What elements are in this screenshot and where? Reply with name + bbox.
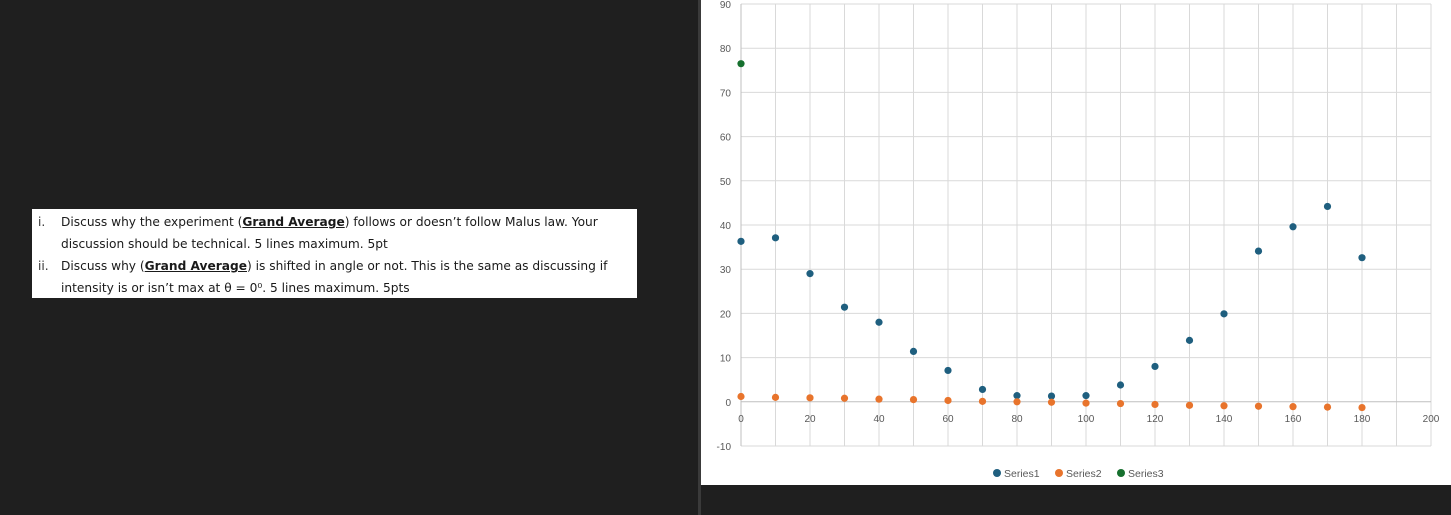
- question-item: i. Discuss why the experiment (Grand Aver…: [38, 211, 629, 255]
- data-point-series2: [1289, 403, 1297, 411]
- y-tick-label: 50: [720, 177, 732, 188]
- axes: -10 0 10 20 30 40 50 60 70 80 90 0 20 40 60 80 100 120 140…: [717, 0, 1440, 453]
- data-point-series2: [840, 394, 849, 402]
- question-emphasis: Grand Average: [144, 259, 247, 273]
- y-tick-label: 20: [720, 309, 732, 320]
- question-item: ii. Discuss why (Grand Average) is shifte…: [38, 255, 629, 299]
- y-tick-label: 40: [720, 221, 732, 232]
- legend-label: Series1: [1004, 468, 1040, 480]
- data-point-series1: [1047, 392, 1056, 400]
- data-point-series1: [1254, 247, 1263, 255]
- question-text-end: ) follows or doesn’t follow Malus law. Y…: [61, 215, 598, 251]
- y-tick-label: 70: [720, 88, 732, 99]
- data-point-series1: [909, 347, 918, 356]
- y-tick-label: 60: [720, 133, 732, 144]
- document-panel: i. Discuss why the experiment (Grand Aver…: [0, 0, 699, 515]
- data-point-series2: [1358, 403, 1366, 412]
- data-point-series2: [1254, 402, 1263, 410]
- question-text: Discuss why the experiment (Grand Averag…: [61, 211, 629, 255]
- data-point-series2: [771, 393, 780, 401]
- x-tick-label: 0: [738, 414, 744, 425]
- data-point-series1: [1151, 362, 1159, 371]
- legend-marker-series1: [993, 469, 1001, 477]
- question-number: i.: [38, 215, 46, 229]
- data-point-series1: [1185, 336, 1194, 344]
- x-tick-label: 140: [1216, 414, 1233, 425]
- data-point-series2: [875, 395, 883, 403]
- scatter-chart: -10 0 10 20 30 40 50 60 70 80 90 0 20 40 60 80 100 120 140…: [717, 0, 1440, 480]
- question-text-start: Discuss why (: [61, 259, 145, 273]
- question-box: i. Discuss why the experiment (Grand Aver…: [32, 209, 637, 298]
- gridlines: [740, 3, 1432, 447]
- x-tick-label: 100: [1078, 414, 1095, 425]
- question-emphasis: Grand Average: [242, 215, 345, 229]
- data-point-series1: [1220, 310, 1228, 318]
- legend-label: Series3: [1128, 468, 1164, 480]
- legend-marker-series3: [1117, 469, 1125, 477]
- x-tick-label: 80: [1011, 414, 1023, 425]
- data-point-series2: [1047, 398, 1056, 406]
- data-point-series3: [737, 60, 745, 68]
- data-point-series2: [1116, 399, 1125, 408]
- x-tick-label: 180: [1354, 414, 1371, 425]
- legend-label: Series2: [1066, 468, 1102, 480]
- data-points: [737, 60, 1366, 412]
- data-point-series2: [909, 395, 918, 404]
- legend: Series1 Series2 Series3: [993, 468, 1164, 480]
- data-point-series1: [1116, 381, 1125, 389]
- bottom-strip: [701, 485, 1451, 515]
- question-text: Discuss why (Grand Average) is shifted i…: [61, 255, 629, 299]
- data-point-series1: [1082, 392, 1090, 400]
- data-point-series1: [771, 234, 780, 242]
- x-tick-label: 200: [1423, 414, 1440, 425]
- legend-marker-series2: [1055, 469, 1063, 477]
- data-point-series2: [978, 397, 987, 405]
- y-tick-label: 30: [720, 265, 732, 276]
- data-point-series1: [944, 366, 952, 375]
- data-point-series2: [1151, 400, 1159, 409]
- data-point-series2: [1013, 398, 1021, 406]
- data-point-series2: [1082, 399, 1090, 407]
- y-tick-label: -10: [717, 442, 732, 453]
- x-tick-label: 40: [873, 414, 885, 425]
- x-tick-label: 160: [1285, 414, 1302, 425]
- data-point-series1: [1289, 223, 1297, 231]
- panel-divider[interactable]: [698, 0, 701, 515]
- data-point-series1: [840, 303, 849, 311]
- data-point-series1: [737, 237, 745, 245]
- question-number: ii.: [38, 259, 49, 273]
- data-point-series2: [944, 396, 952, 405]
- y-tick-label: 90: [720, 0, 732, 11]
- data-point-series1: [1013, 392, 1021, 400]
- data-point-series2: [1220, 402, 1228, 410]
- data-point-series1: [1323, 202, 1332, 211]
- data-point-series1: [978, 385, 987, 394]
- y-tick-label: 10: [720, 354, 732, 365]
- data-point-series1: [806, 270, 814, 278]
- x-tick-label: 60: [942, 414, 954, 425]
- data-point-series1: [1358, 254, 1366, 262]
- question-text-start: Discuss why the experiment (: [61, 215, 243, 229]
- x-tick-label: 120: [1147, 414, 1164, 425]
- data-point-series2: [1185, 401, 1194, 409]
- data-point-series2: [1323, 403, 1332, 411]
- data-point-series2: [737, 392, 745, 401]
- data-point-series2: [806, 394, 814, 402]
- x-tick-label: 20: [804, 414, 816, 425]
- data-point-series1: [875, 318, 883, 326]
- chart-panel: -10 0 10 20 30 40 50 60 70 80 90 0 20 40 60 80 100 120 140…: [701, 0, 1451, 485]
- question-text-end: ) is shifted in angle or not. This is th…: [61, 259, 608, 295]
- y-tick-label: 80: [720, 44, 732, 55]
- y-tick-label: 0: [725, 398, 731, 409]
